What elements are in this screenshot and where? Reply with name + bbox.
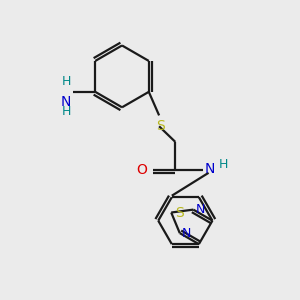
Text: S: S xyxy=(156,119,165,133)
Text: S: S xyxy=(175,206,184,220)
Text: N: N xyxy=(182,227,191,240)
Text: O: O xyxy=(136,163,147,177)
Text: N: N xyxy=(195,202,205,215)
Text: H: H xyxy=(219,158,228,171)
Text: N: N xyxy=(205,162,215,176)
Text: N: N xyxy=(60,95,71,110)
Text: H: H xyxy=(61,75,71,88)
Text: H: H xyxy=(61,105,71,118)
